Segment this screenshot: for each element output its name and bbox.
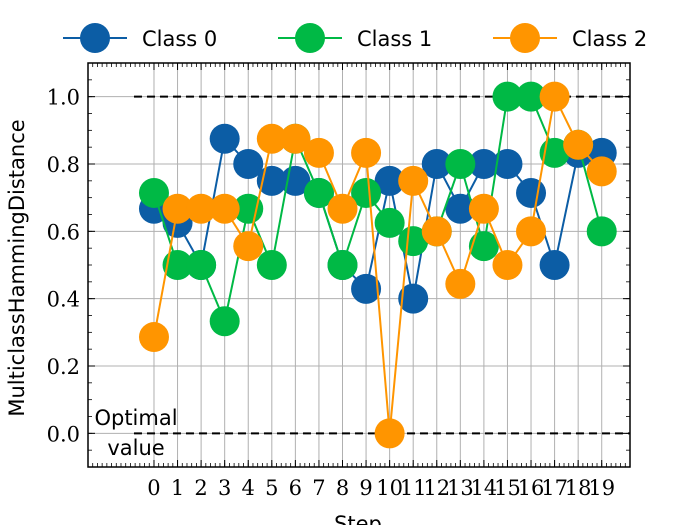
data-point (138, 177, 169, 208)
data-point (539, 250, 570, 280)
data-point (233, 149, 264, 179)
x-tick-label: 1 (171, 476, 184, 500)
data-point (398, 283, 429, 314)
data-point (209, 123, 240, 154)
data-point (138, 322, 169, 353)
y-axis-label: MulticlassHammingDistance (5, 119, 29, 416)
data-point (398, 226, 429, 257)
x-tick-label: 0 (147, 476, 160, 500)
x-tick-label: 6 (289, 476, 302, 500)
x-tick-label: 9 (359, 476, 372, 500)
x-tick-label: 16 (518, 476, 545, 500)
data-point (421, 216, 452, 247)
data-point (162, 193, 193, 224)
series-layer (138, 81, 617, 449)
data-point (209, 193, 240, 224)
annotation-line-2: value (107, 436, 164, 460)
data-point (256, 123, 287, 154)
data-point (303, 177, 334, 208)
data-point (445, 193, 476, 224)
data-point (351, 273, 382, 304)
legend-entry-1: Class 1 (278, 23, 432, 53)
x-tick-label: 5 (265, 476, 278, 500)
data-point (468, 193, 499, 224)
x-tick-label: 17 (541, 476, 568, 500)
legend-marker (80, 23, 110, 53)
data-point (186, 250, 217, 280)
x-tick-label: 19 (588, 476, 615, 500)
x-tick-label: 14 (471, 476, 498, 500)
data-point (468, 231, 499, 262)
y-tick-label: 0.6 (47, 220, 80, 244)
x-tick-label: 18 (565, 476, 592, 500)
data-point (421, 149, 452, 179)
data-point (492, 81, 523, 112)
legend-marker (510, 23, 540, 53)
x-tick-label: 4 (242, 476, 255, 500)
tick-layer: 0 1 2 3 4 5 6 7 8 9 101112131415161718190.00.20.40… (47, 62, 631, 500)
data-point (516, 216, 547, 247)
data-point (398, 165, 429, 196)
legend-marker (295, 23, 325, 53)
legend-label: Class 0 (142, 27, 217, 51)
legend: Class 0 Class 1 Class 2 (63, 23, 647, 53)
data-point (280, 165, 311, 196)
x-tick-label: 13 (447, 476, 474, 500)
y-tick-label: 0.8 (47, 153, 80, 177)
data-point (327, 250, 358, 280)
x-tick-label: 15 (494, 476, 521, 500)
data-point (586, 156, 617, 187)
data-point (539, 137, 570, 168)
data-point (445, 268, 476, 299)
x-tick-label: 10 (376, 476, 403, 500)
x-tick-label: 7 (312, 476, 325, 500)
data-point (303, 137, 334, 168)
series-2 (138, 81, 617, 449)
y-tick-label: 0.4 (47, 288, 80, 312)
legend-label: Class 1 (357, 27, 432, 51)
x-tick-label: 12 (423, 476, 450, 500)
y-tick-label: 1.0 (47, 86, 80, 110)
data-point (233, 231, 264, 262)
optimal-value-annotation: Optimal value (94, 406, 177, 460)
y-tick-label: 0.0 (47, 422, 80, 446)
x-tick-label: 8 (336, 476, 349, 500)
data-point (492, 149, 523, 179)
data-point (516, 177, 547, 208)
legend-entry-2: Class 2 (493, 23, 647, 53)
data-point (374, 418, 405, 449)
data-point (539, 81, 570, 112)
data-point (374, 165, 405, 196)
data-point (516, 81, 547, 112)
legend-label: Class 2 (572, 27, 647, 51)
x-tick-label: 11 (400, 476, 427, 500)
data-point (468, 149, 499, 179)
data-point (327, 193, 358, 224)
data-point (162, 250, 193, 280)
data-point (374, 207, 405, 238)
data-point (280, 123, 311, 154)
x-tick-label: 2 (194, 476, 207, 500)
data-point (563, 129, 594, 160)
data-point (186, 193, 217, 224)
data-point (445, 149, 476, 179)
annotation-line-1: Optimal (94, 406, 177, 430)
data-point (256, 250, 287, 280)
x-axis-label: Step (334, 512, 382, 525)
legend-entry-0: Class 0 (63, 23, 217, 53)
data-point (351, 177, 382, 208)
x-tick-label: 3 (218, 476, 231, 500)
data-point (351, 137, 382, 168)
data-point (492, 250, 523, 280)
data-point (586, 216, 617, 247)
y-tick-label: 0.2 (47, 355, 80, 379)
data-point (209, 306, 240, 337)
